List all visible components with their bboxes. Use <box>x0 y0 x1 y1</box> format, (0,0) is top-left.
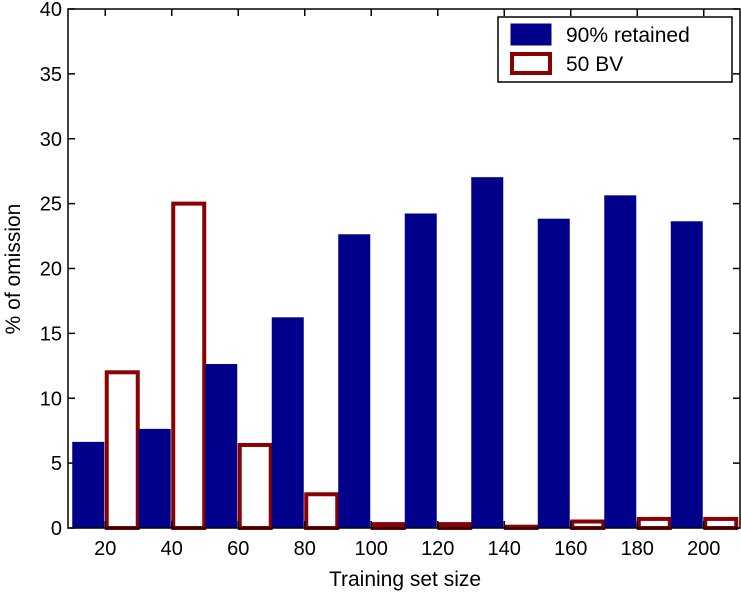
x-axis-title: Training set size <box>329 568 481 591</box>
x-tick-label-160: 160 <box>554 538 587 560</box>
legend: 90% retained 50 BV <box>497 16 733 83</box>
x-tick-label-180: 180 <box>621 538 654 560</box>
bar-90-retained-140 <box>471 177 504 529</box>
bar-90-retained-80 <box>271 317 304 529</box>
bar-90-retained-200 <box>670 221 703 529</box>
bar-90-retained-40 <box>138 428 171 529</box>
y-tick-label: 25 <box>40 194 62 216</box>
x-tick-label-140: 140 <box>488 538 521 560</box>
y-tick-label: 10 <box>40 388 62 410</box>
legend-label-50-bv: 50 BV <box>566 53 623 76</box>
ticks-layer: 0 5 10 15 20 25 30 35 40 20 40 60 80 100 120 140 160 180 2… <box>40 0 740 560</box>
bar-50-bv-80 <box>304 492 340 531</box>
y-tick-label: 15 <box>40 323 62 345</box>
x-tick-label-100: 100 <box>355 538 388 560</box>
x-tick-label-120: 120 <box>421 538 454 560</box>
bar-50-bv-20 <box>104 370 140 530</box>
bar-90-retained-120 <box>404 213 437 529</box>
bar-90-retained-100 <box>338 234 371 529</box>
x-tick-label-60: 60 <box>227 538 249 560</box>
legend-label-90-retained: 90% retained <box>566 24 690 47</box>
bar-50-bv-200 <box>703 516 739 530</box>
y-tick-label: 35 <box>40 64 62 86</box>
bar-90-retained-180 <box>604 195 637 529</box>
bar-50-bv-160 <box>570 519 606 531</box>
bar-90-retained-160 <box>537 218 570 529</box>
x-tick-label-20: 20 <box>94 538 116 560</box>
legend-swatch-90-retained <box>510 23 552 46</box>
x-tick-label-40: 40 <box>161 538 183 560</box>
legend-swatch-50-bv <box>510 52 552 75</box>
y-tick-label: 40 <box>40 0 62 21</box>
y-tick-label: 30 <box>40 129 62 151</box>
y-axis-title: % of omission <box>2 204 25 335</box>
bar-90-retained-20 <box>72 441 105 529</box>
bar-50-bv-40 <box>171 201 207 530</box>
y-tick-label: 20 <box>40 259 62 281</box>
bars-layer <box>72 177 739 531</box>
x-tick-label-80: 80 <box>294 538 316 560</box>
x-tick-label-200: 200 <box>687 538 720 560</box>
y-tick-label: 0 <box>51 518 62 540</box>
bar-90-retained-60 <box>205 364 238 529</box>
bar-50-bv-180 <box>636 516 672 530</box>
y-tick-label: 5 <box>51 453 62 475</box>
bar-50-bv-60 <box>237 442 273 530</box>
